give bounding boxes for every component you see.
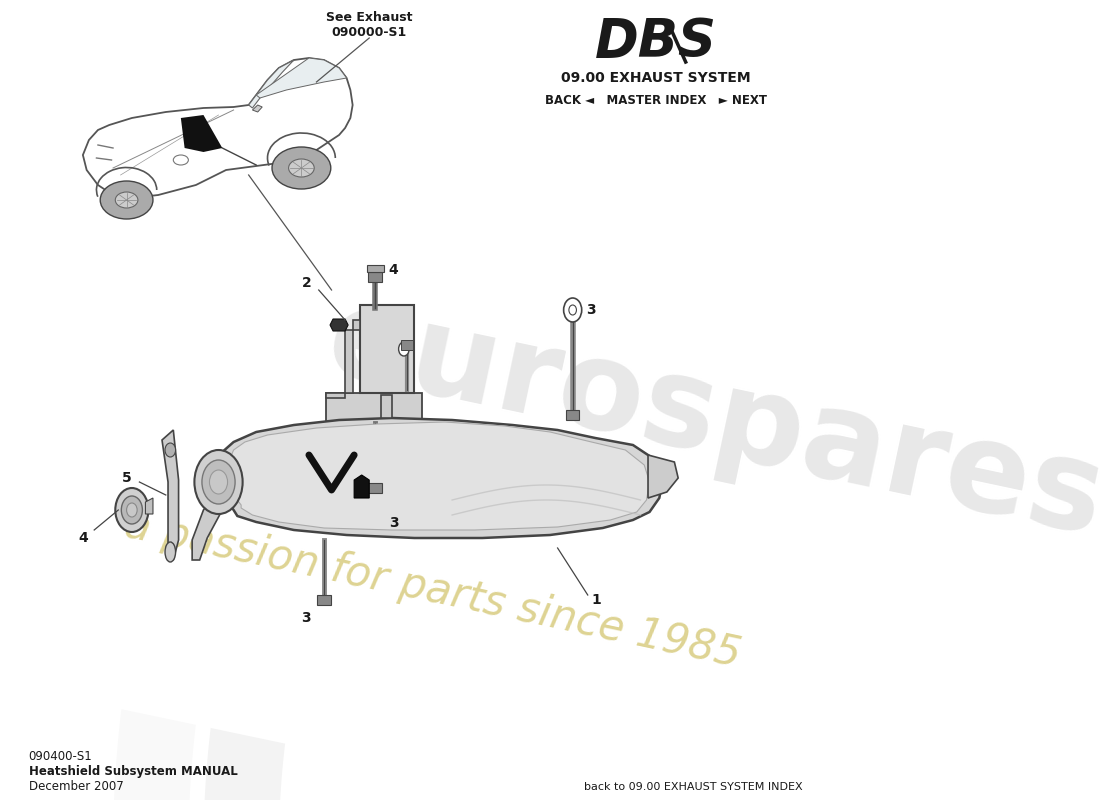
Text: 3: 3 (300, 611, 310, 625)
Polygon shape (648, 455, 679, 498)
Text: Heatshield Subsystem MANUAL: Heatshield Subsystem MANUAL (29, 765, 238, 778)
Polygon shape (192, 490, 233, 560)
Polygon shape (400, 340, 412, 350)
Text: 090400-S1: 090400-S1 (29, 750, 92, 763)
Ellipse shape (100, 181, 153, 219)
Polygon shape (180, 115, 222, 152)
Text: 1: 1 (592, 593, 602, 607)
Polygon shape (381, 395, 392, 418)
FancyBboxPatch shape (360, 305, 415, 393)
Circle shape (563, 298, 582, 322)
Ellipse shape (116, 192, 138, 208)
Text: a passion for parts since 1985: a passion for parts since 1985 (121, 504, 745, 676)
Text: BACK ◄   MASTER INDEX   ► NEXT: BACK ◄ MASTER INDEX ► NEXT (544, 94, 767, 106)
Text: DBS: DBS (595, 16, 716, 68)
Circle shape (121, 496, 142, 524)
Polygon shape (330, 319, 348, 331)
Text: 4: 4 (388, 263, 398, 277)
Polygon shape (256, 58, 346, 98)
Ellipse shape (288, 159, 315, 177)
Polygon shape (214, 462, 233, 494)
Ellipse shape (165, 542, 176, 562)
Text: 4: 4 (78, 531, 88, 545)
Text: 5: 5 (122, 471, 132, 485)
Polygon shape (565, 410, 580, 420)
Polygon shape (249, 60, 294, 108)
Polygon shape (204, 728, 711, 800)
Polygon shape (214, 418, 663, 538)
Circle shape (209, 470, 228, 494)
Circle shape (398, 342, 409, 356)
Text: December 2007: December 2007 (29, 780, 123, 793)
Text: back to 09.00 EXHAUST SYSTEM INDEX: back to 09.00 EXHAUST SYSTEM INDEX (584, 782, 803, 792)
Circle shape (569, 305, 576, 315)
Circle shape (126, 503, 138, 517)
Circle shape (202, 460, 235, 504)
Polygon shape (82, 58, 353, 198)
Text: 3: 3 (586, 303, 596, 317)
Polygon shape (368, 483, 382, 493)
Ellipse shape (272, 147, 331, 189)
Circle shape (165, 443, 176, 457)
Text: eurospares: eurospares (317, 278, 1100, 562)
Polygon shape (113, 710, 697, 800)
Text: 3: 3 (388, 516, 398, 530)
Circle shape (195, 450, 243, 514)
Polygon shape (145, 498, 153, 514)
Text: See Exhaust
090000-S1: See Exhaust 090000-S1 (326, 11, 412, 39)
Text: 09.00 EXHAUST SYSTEM: 09.00 EXHAUST SYSTEM (561, 71, 750, 85)
Polygon shape (367, 265, 384, 272)
Polygon shape (327, 320, 360, 398)
Text: 2: 2 (301, 276, 311, 290)
Polygon shape (327, 393, 422, 423)
Polygon shape (354, 475, 370, 498)
Polygon shape (162, 430, 178, 560)
Circle shape (116, 488, 148, 532)
Polygon shape (368, 272, 382, 282)
Polygon shape (227, 422, 649, 530)
Polygon shape (252, 105, 262, 112)
Polygon shape (317, 595, 331, 605)
